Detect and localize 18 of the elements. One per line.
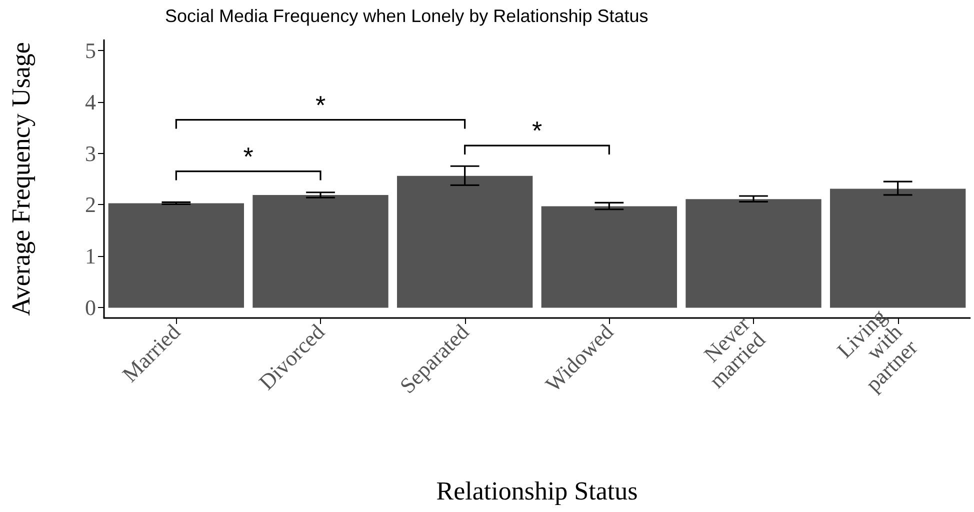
y-tick-label: 5 (85, 38, 96, 63)
chart-title: Social Media Frequency when Lonely by Relationship Status (165, 6, 648, 26)
y-tick-label: 2 (85, 192, 96, 218)
annotation: * (243, 141, 254, 172)
bar (252, 194, 388, 308)
bar (830, 188, 966, 308)
bar (396, 176, 533, 308)
y-tick-label: 0 (85, 295, 96, 320)
annotation: * (315, 90, 326, 120)
y-axis-title: Average Frequency Usage (6, 42, 36, 316)
bar (686, 199, 822, 308)
annotation: * (532, 116, 542, 146)
y-tick-label: 3 (85, 140, 96, 166)
y-tick-label: 4 (85, 89, 96, 114)
bar (108, 203, 244, 308)
x-axis-title: Relationship Status (436, 476, 638, 506)
bar (541, 206, 678, 308)
y-tick-label: 1 (85, 244, 96, 269)
